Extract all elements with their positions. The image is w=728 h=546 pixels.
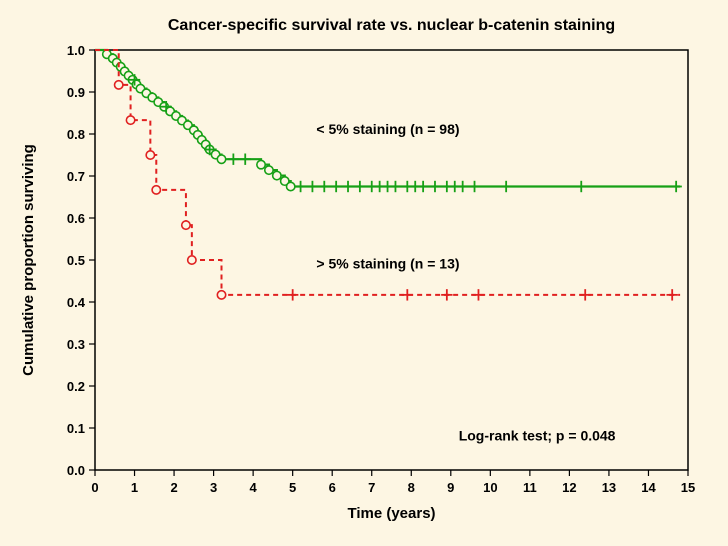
x-tick-label: 8 bbox=[408, 480, 415, 495]
y-tick-label: 0.5 bbox=[67, 253, 85, 268]
x-tick-label: 11 bbox=[523, 480, 537, 495]
x-tick-label: 13 bbox=[602, 480, 616, 495]
event-marker-gt5 bbox=[188, 256, 196, 264]
survival-chart: Cancer-specific survival rate vs. nuclea… bbox=[0, 0, 728, 546]
y-tick-label: 0.1 bbox=[67, 421, 85, 436]
x-tick-label: 1 bbox=[131, 480, 138, 495]
y-axis-label: Cumulative proportion surviving bbox=[20, 144, 37, 376]
event-marker-gt5 bbox=[217, 291, 225, 299]
y-tick-label: 0.8 bbox=[67, 127, 85, 142]
annotation: < 5% staining (n = 98) bbox=[316, 121, 459, 137]
x-tick-label: 0 bbox=[91, 480, 98, 495]
annotation: Log-rank test; p = 0.048 bbox=[459, 428, 616, 444]
y-tick-label: 0.4 bbox=[67, 295, 86, 310]
annotation: > 5% staining (n = 13) bbox=[316, 255, 459, 271]
y-tick-label: 1.0 bbox=[67, 43, 85, 58]
y-tick-label: 0.7 bbox=[67, 169, 85, 184]
x-tick-label: 12 bbox=[562, 480, 576, 495]
chart-container: Cancer-specific survival rate vs. nuclea… bbox=[0, 0, 728, 546]
event-marker-lt5 bbox=[273, 171, 281, 179]
y-tick-label: 0.3 bbox=[67, 337, 85, 352]
event-marker-gt5 bbox=[152, 186, 160, 194]
event-marker-gt5 bbox=[126, 116, 134, 124]
event-marker-gt5 bbox=[115, 81, 123, 89]
x-tick-label: 6 bbox=[329, 480, 336, 495]
event-marker-gt5 bbox=[182, 221, 190, 229]
x-axis-label: Time (years) bbox=[347, 505, 435, 522]
x-tick-label: 10 bbox=[483, 480, 497, 495]
event-marker-gt5 bbox=[146, 151, 154, 159]
y-tick-label: 0.2 bbox=[67, 379, 85, 394]
x-tick-label: 2 bbox=[170, 480, 177, 495]
x-tick-label: 9 bbox=[447, 480, 454, 495]
x-tick-label: 7 bbox=[368, 480, 375, 495]
y-tick-label: 0.9 bbox=[67, 85, 85, 100]
x-tick-label: 14 bbox=[641, 480, 656, 495]
event-marker-lt5 bbox=[217, 155, 225, 163]
x-tick-label: 4 bbox=[250, 480, 258, 495]
x-tick-label: 15 bbox=[681, 480, 695, 495]
y-tick-label: 0.6 bbox=[67, 211, 85, 226]
x-tick-label: 3 bbox=[210, 480, 217, 495]
chart-title: Cancer-specific survival rate vs. nuclea… bbox=[168, 17, 615, 34]
event-marker-lt5 bbox=[286, 182, 294, 190]
y-tick-label: 0.0 bbox=[67, 463, 85, 478]
event-marker-lt5 bbox=[257, 160, 265, 168]
event-marker-lt5 bbox=[265, 166, 273, 174]
x-tick-label: 5 bbox=[289, 480, 296, 495]
